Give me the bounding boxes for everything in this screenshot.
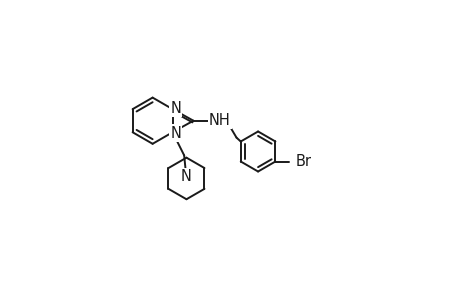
Text: NH: NH <box>208 113 230 128</box>
Text: N: N <box>170 125 181 140</box>
Text: N: N <box>181 169 191 184</box>
Text: N: N <box>170 101 181 116</box>
Text: Br: Br <box>295 154 311 169</box>
